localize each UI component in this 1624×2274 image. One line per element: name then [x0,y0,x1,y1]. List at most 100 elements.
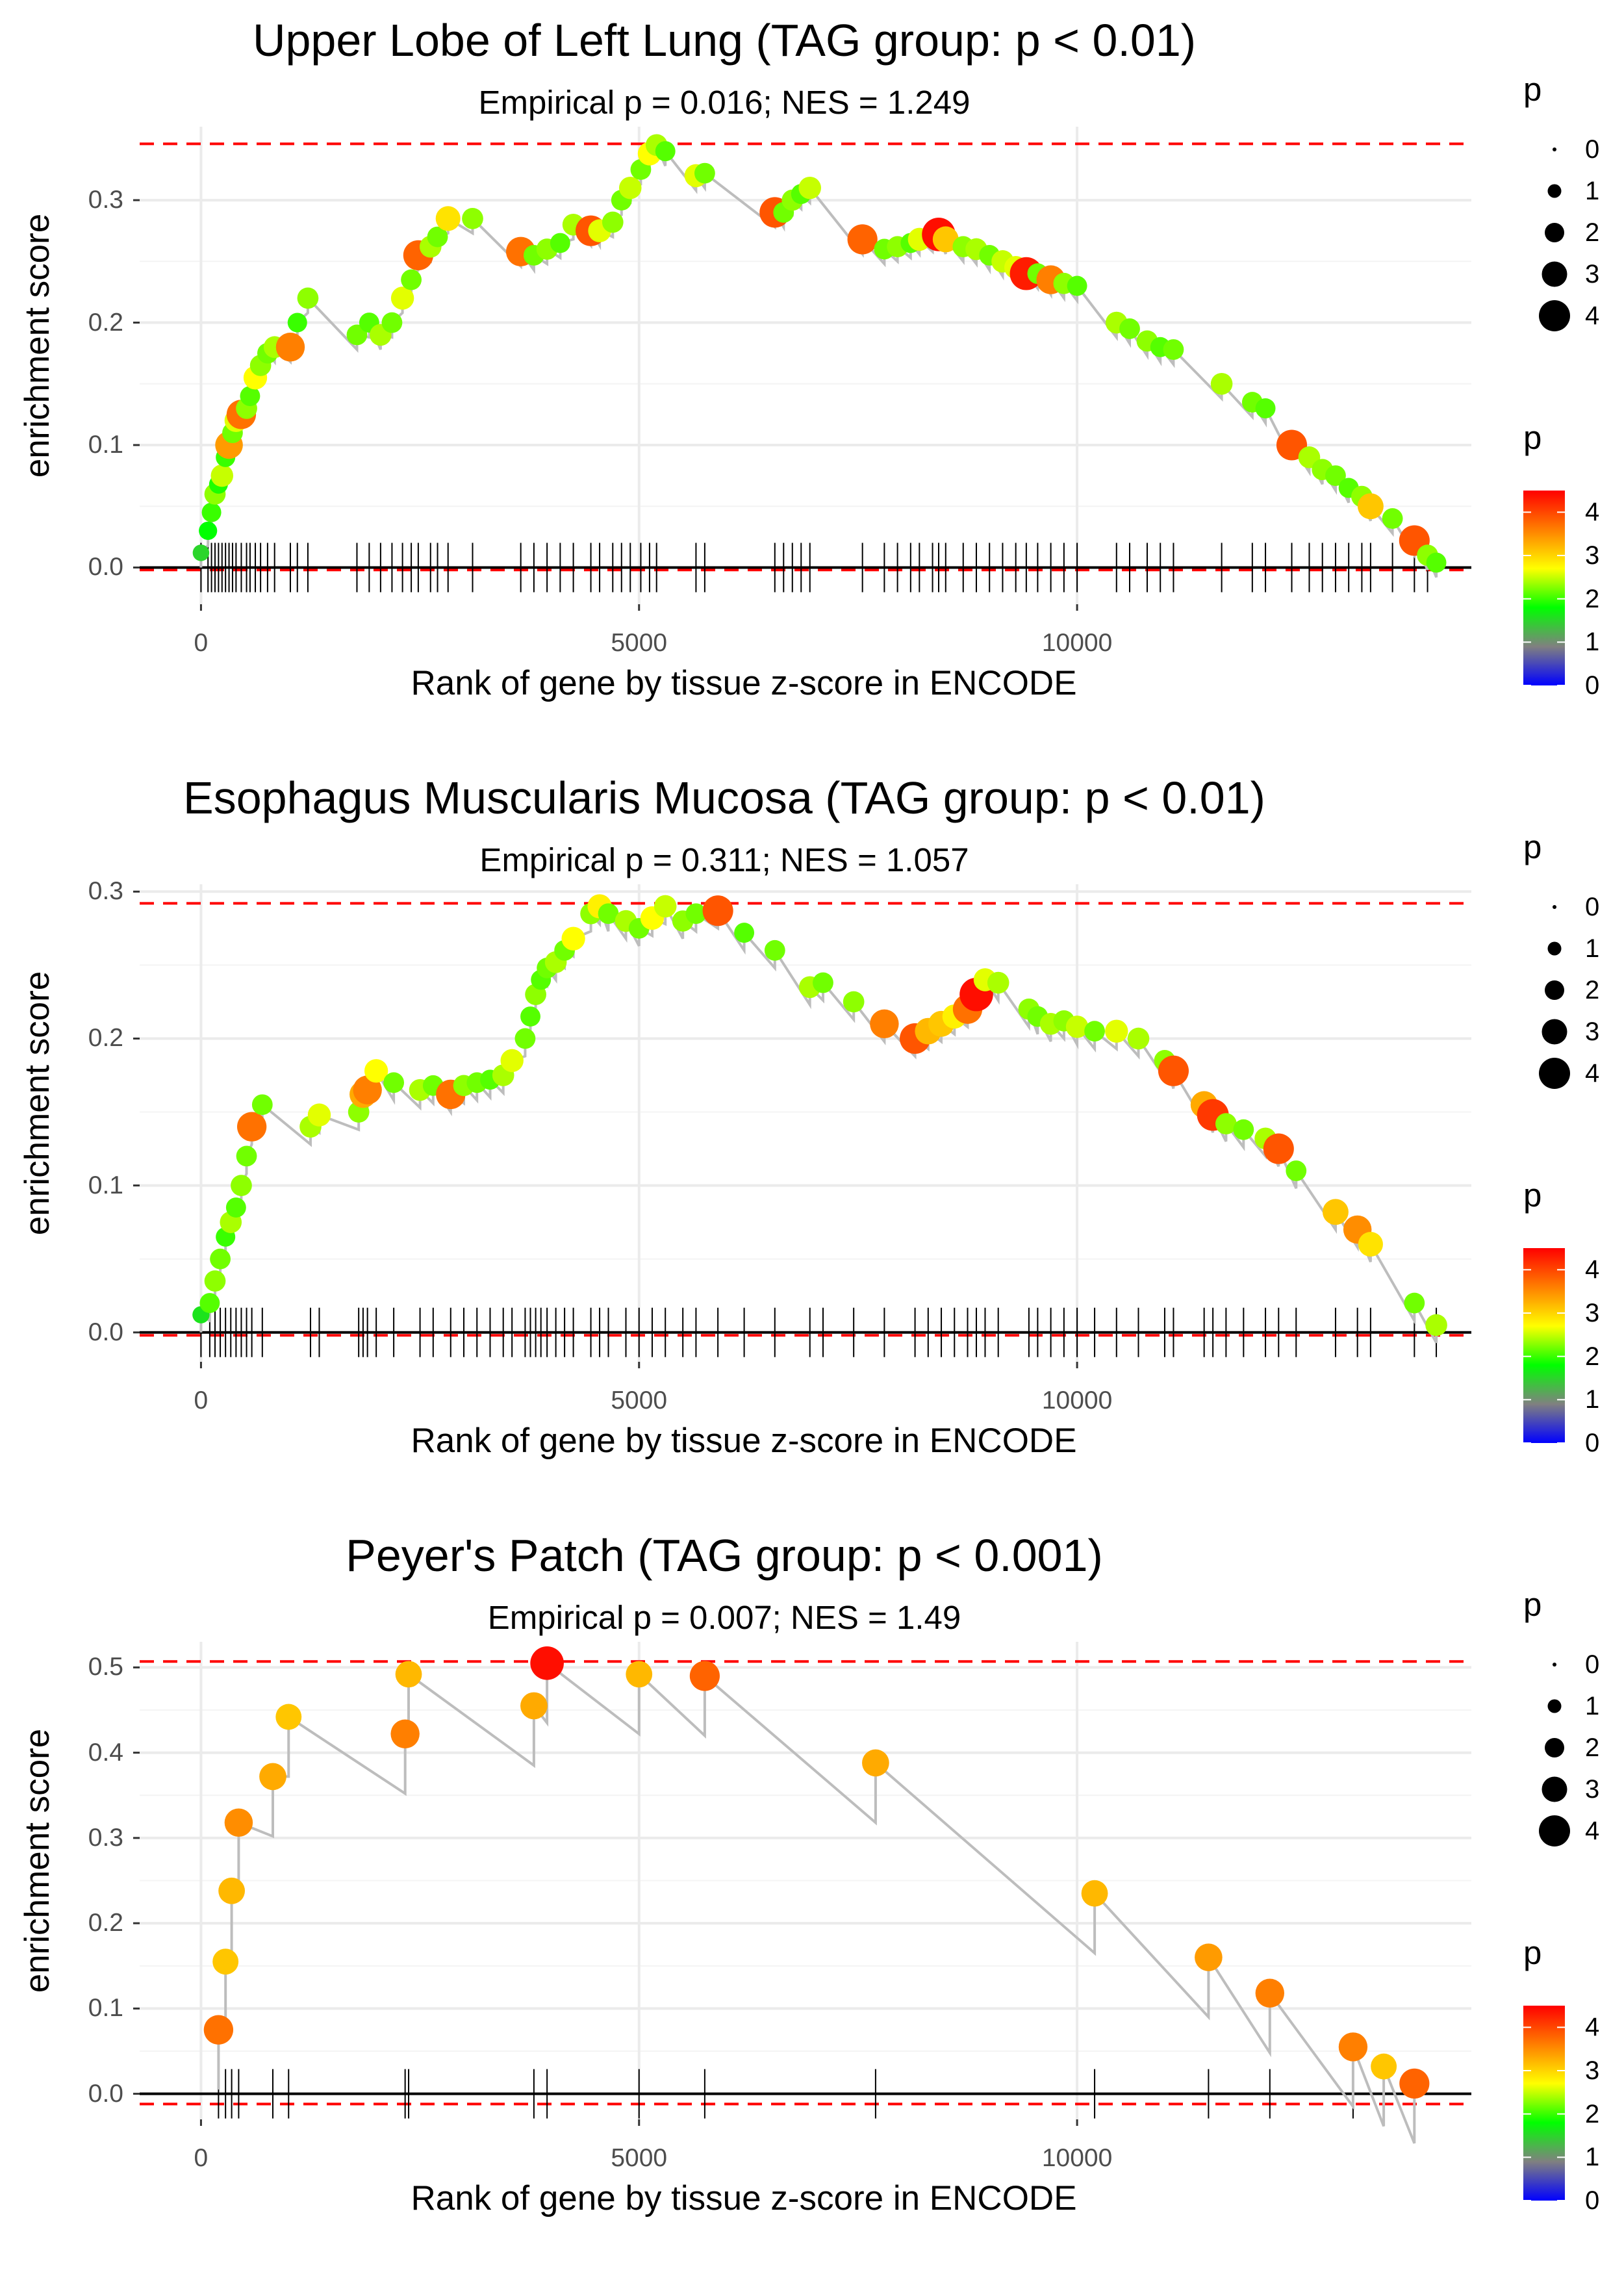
data-point [987,971,1009,994]
data-point [550,233,570,253]
size-legend-label-3: 3 [1585,1775,1600,1804]
size-legend-dot [1539,300,1570,331]
y-tick-label: 0.0 [88,553,123,581]
data-point [1233,1119,1254,1140]
size-legend-title: p [1523,71,1542,108]
data-point [1067,275,1087,296]
y-tick-label: 0.3 [88,877,123,906]
data-point [870,1009,899,1039]
y-tick-label: 0.1 [88,1994,123,2023]
y-tick-label: 0.2 [88,1909,123,1937]
size-legend-dot [1547,941,1562,956]
data-point [602,211,624,233]
colorbar-label-3: 3 [1585,1299,1600,1327]
data-point [1105,1019,1128,1043]
data-point [653,895,677,918]
x-tick-label: 5000 [611,629,668,657]
data-point [287,313,307,333]
y-axis-label: enrichment score [18,213,57,478]
data-point [218,1877,246,1904]
data-point [1399,2068,1430,2099]
size-legend-dot [1553,905,1556,909]
data-point [192,544,210,561]
x-tick-label: 0 [194,629,209,657]
data-point [364,1059,388,1083]
data-point [500,1049,524,1073]
data-point [1127,1027,1150,1050]
size-legend-label-0: 0 [1585,135,1600,164]
x-tick-label: 10000 [1041,629,1113,657]
data-point [212,1948,239,1975]
data-point [530,1646,564,1680]
colorbar-label-2: 2 [1585,1342,1600,1371]
colorbar-label-0: 0 [1585,1429,1600,1457]
data-point [520,1006,540,1027]
data-point [203,2015,234,2045]
colorbar-label-3: 3 [1585,2056,1600,2085]
data-point [1210,372,1233,395]
data-point [1081,1880,1108,1907]
plot-area [133,127,1570,686]
data-point [297,287,319,309]
data-point [1426,552,1447,573]
data-point [1371,2053,1397,2080]
es-curve [199,144,1438,578]
y-tick-label: 0.0 [88,1318,123,1346]
data-point [619,176,642,199]
size-legend-label-3: 3 [1585,1017,1600,1046]
plot-area [133,1642,1570,2201]
data-point [702,895,733,926]
y-tick-label: 0.1 [88,1171,123,1199]
data-point [813,972,833,993]
data-point [734,923,755,943]
data-point [275,333,305,362]
data-point [240,386,260,407]
chart-subtitle: Empirical p = 0.311; NES = 1.057 [479,841,969,878]
data-point [1263,1133,1294,1164]
colorbar-label-4: 4 [1585,2013,1600,2042]
size-legend-dot [1539,1815,1570,1846]
size-legend-label-2: 2 [1585,218,1600,247]
y-tick-label: 0.2 [88,308,123,337]
y-tick-label: 0.3 [88,186,123,214]
data-point [251,1094,273,1116]
colorbar-label-0: 0 [1585,671,1600,700]
size-legend-label-3: 3 [1585,260,1600,288]
data-point [1357,493,1384,520]
data-point [1215,1113,1237,1134]
data-point [1404,1292,1425,1314]
data-point [210,1248,231,1270]
colorbar-label-1: 1 [1585,628,1600,657]
data-point [514,1028,536,1049]
data-point [401,269,422,290]
y-axis-label: enrichment score [18,971,57,1236]
data-point [798,176,821,199]
data-point [694,162,715,184]
data-point [561,926,585,951]
data-point [390,1719,420,1748]
data-point [520,1692,548,1720]
data-point [1338,2032,1368,2062]
data-point [204,1270,226,1292]
data-point [685,903,707,925]
x-tick-label: 0 [194,2144,209,2172]
y-tick-label: 0.2 [88,1024,123,1053]
data-point [598,903,619,925]
data-point [1323,1199,1349,1225]
data-point [1255,398,1276,418]
data-point [224,1808,253,1837]
y-axis-label: enrichment score [18,1728,57,1993]
colorbar-label-4: 4 [1585,498,1600,527]
y-tick-label: 0.4 [88,1738,123,1767]
x-tick-label: 10000 [1041,1386,1113,1414]
x-axis-label: Rank of gene by tissue z-score in ENCODE [411,2179,1077,2217]
chart-title: Peyer's Patch (TAG group: p < 0.001) [346,1530,1103,1581]
data-point [1358,1232,1383,1257]
colorbar-label-0: 0 [1585,2186,1600,2215]
color-legend-title: p [1523,1934,1542,1971]
y-tick-label: 0.0 [88,2079,123,2108]
data-point [199,1293,220,1313]
x-tick-label: 5000 [611,2144,668,2172]
data-point [225,1197,246,1218]
data-point [1158,1055,1189,1086]
